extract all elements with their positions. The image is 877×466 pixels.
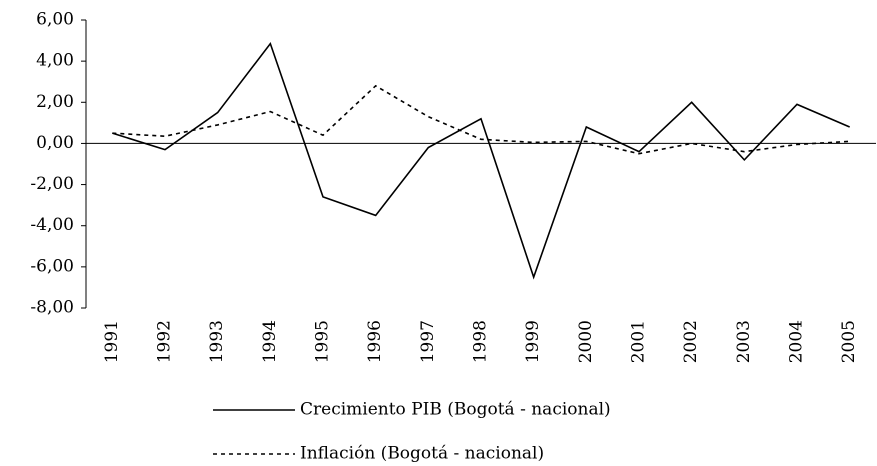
x-tick-label: 1995 xyxy=(313,320,333,363)
x-tick-label: 1996 xyxy=(365,320,385,363)
x-tick-label: 1992 xyxy=(155,320,175,363)
series-line xyxy=(112,41,850,280)
legend-label: Crecimiento PIB (Bogotá - nacional) xyxy=(300,400,611,420)
y-tick-label: 0,00 xyxy=(36,133,74,153)
y-tick-label: -6,00 xyxy=(30,256,74,276)
x-tick-label: 2005 xyxy=(839,320,859,363)
x-tick-label: 1991 xyxy=(102,320,122,363)
y-tick-label: 2,00 xyxy=(36,92,74,112)
x-tick-label: 1993 xyxy=(207,320,227,363)
x-tick-label: 1998 xyxy=(471,320,491,363)
y-tick-label: -8,00 xyxy=(30,298,74,318)
x-tick-label: 2001 xyxy=(629,320,649,363)
y-tick-label: -4,00 xyxy=(30,215,74,235)
legend-label: Inflación (Bogotá - nacional) xyxy=(300,444,544,464)
x-tick-label: 2002 xyxy=(681,320,701,363)
y-tick-label: -2,00 xyxy=(30,174,74,194)
x-tick-label: 1999 xyxy=(523,320,543,363)
x-tick-label: 2003 xyxy=(734,320,754,363)
x-tick-label: 2004 xyxy=(787,320,807,363)
y-tick-label: 6,00 xyxy=(36,10,74,30)
x-tick-label: 1997 xyxy=(418,320,438,363)
x-tick-label: 2000 xyxy=(576,320,596,363)
y-tick-label: 4,00 xyxy=(36,51,74,71)
x-tick-label: 1994 xyxy=(260,320,280,363)
series-line xyxy=(112,84,850,155)
